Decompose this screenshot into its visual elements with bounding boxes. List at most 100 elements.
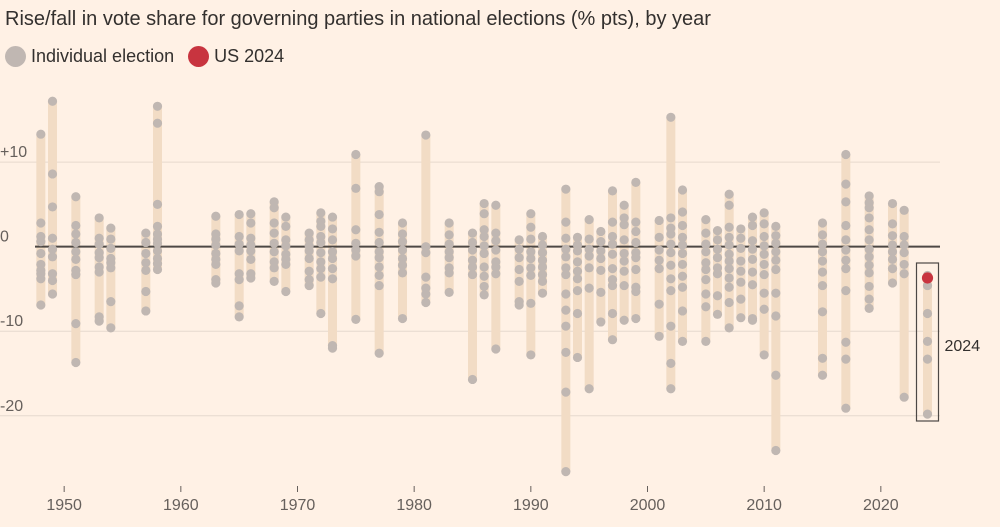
- election-dot: [666, 384, 676, 394]
- election-dot: [479, 290, 489, 300]
- election-dot: [607, 308, 618, 319]
- election-dot: [561, 252, 571, 262]
- election-dot: [561, 233, 571, 243]
- election-dot: [281, 241, 291, 251]
- election-dot: [724, 189, 734, 199]
- us-2024-dot: [921, 272, 934, 284]
- election-dot: [316, 237, 326, 248]
- election-dot: [36, 274, 46, 284]
- election-dot: [152, 199, 163, 209]
- election-dot: [771, 264, 781, 275]
- election-dot: [327, 212, 338, 222]
- election-dot: [817, 230, 828, 240]
- election-dot: [234, 312, 244, 322]
- election-dot: [619, 235, 629, 245]
- legend-label-us-2024: US 2024: [214, 46, 285, 66]
- election-dot: [841, 286, 851, 296]
- election-dot: [514, 235, 524, 245]
- election-dot: [479, 262, 489, 272]
- y-tick-label: +10: [0, 144, 27, 161]
- election-dot: [36, 237, 46, 247]
- election-dot: [316, 247, 326, 258]
- election-dot: [374, 253, 384, 263]
- election-dot: [677, 185, 688, 195]
- election-dot: [712, 291, 723, 301]
- election-dot: [467, 245, 478, 255]
- election-dot: [747, 244, 758, 254]
- election-dot: [246, 254, 256, 264]
- election-dot: [106, 234, 116, 244]
- election-dot: [141, 237, 151, 248]
- election-dot: [526, 222, 536, 232]
- election-dot: [514, 244, 524, 254]
- election-dot: [444, 230, 454, 240]
- election-dot: [561, 321, 571, 331]
- election-dot: [817, 370, 828, 380]
- election-dot: [619, 248, 629, 259]
- election-dot: [514, 253, 524, 263]
- annotation-label: 2024: [945, 338, 981, 355]
- election-dot: [71, 220, 81, 231]
- election-dot: [537, 262, 548, 272]
- election-dot: [561, 263, 571, 273]
- election-dot: [864, 268, 874, 278]
- election-dot: [234, 275, 244, 285]
- election-dot: [526, 270, 536, 281]
- election-dot: [351, 251, 361, 261]
- election-dot: [666, 112, 676, 122]
- election-dot: [316, 257, 326, 267]
- election-dot: [94, 213, 104, 223]
- election-dot: [584, 263, 594, 273]
- election-dot: [654, 299, 664, 309]
- election-dot: [467, 237, 478, 248]
- election-dot: [864, 303, 874, 314]
- election-dot: [561, 184, 571, 194]
- election-dot: [397, 253, 408, 264]
- election-dot: [444, 253, 454, 263]
- election-dot: [444, 268, 454, 278]
- election-dot: [584, 384, 594, 394]
- election-dot: [351, 314, 361, 324]
- election-dot: [467, 262, 478, 272]
- election-dot: [724, 222, 734, 232]
- y-axis-ticks: +10 0 -10 -20: [0, 144, 27, 415]
- election-dot: [47, 275, 58, 286]
- election-dot: [47, 169, 58, 179]
- election-dot: [841, 264, 851, 274]
- election-dot: [677, 306, 688, 316]
- election-dot: [736, 266, 746, 276]
- election-dot: [747, 280, 758, 290]
- election-dot: [36, 300, 46, 310]
- election-dot: [607, 264, 618, 274]
- election-dot: [607, 231, 618, 242]
- election-dot: [397, 313, 408, 324]
- legend-item-us-2024: US 2024: [188, 46, 284, 67]
- legend-item-individual: Individual election: [5, 46, 174, 67]
- election-dot: [421, 289, 431, 299]
- election-dot: [316, 208, 326, 218]
- election-dot: [572, 274, 583, 284]
- election-dot: [619, 256, 629, 266]
- election-dot: [584, 251, 594, 261]
- x-tick-label: 2020: [863, 497, 899, 514]
- election-dot: [269, 238, 279, 248]
- election-dot: [864, 281, 874, 292]
- election-dot: [537, 269, 548, 280]
- election-dot: [211, 240, 221, 250]
- election-dot: [269, 228, 279, 238]
- election-dot: [351, 225, 361, 235]
- election-dot: [677, 336, 688, 346]
- election-dot: [724, 249, 734, 259]
- election-dot: [141, 228, 151, 238]
- election-dot: [759, 259, 769, 270]
- election-dot: [561, 289, 571, 299]
- election-dot: [211, 259, 221, 270]
- election-dot: [304, 253, 314, 264]
- election-dot: [654, 255, 664, 265]
- election-dot: [724, 323, 734, 333]
- election-dot: [666, 260, 676, 270]
- election-dot: [736, 224, 746, 234]
- election-dot: [736, 243, 746, 253]
- election-dot: [269, 247, 279, 257]
- election-dot: [724, 273, 734, 283]
